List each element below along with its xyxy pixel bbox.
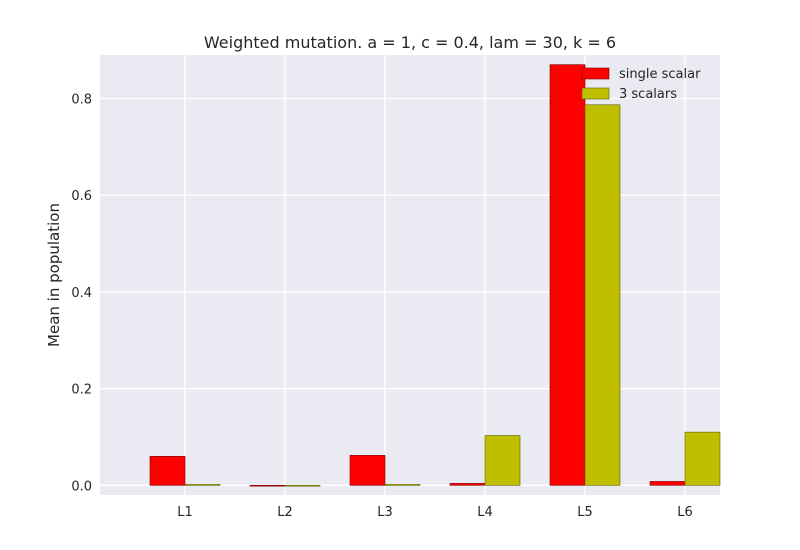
bar-3-scalars-l6 bbox=[684, 431, 721, 486]
bar-single-scalar-l4 bbox=[449, 483, 486, 486]
x-tick-labels: L1 L2 L3 L4 L5 L6 bbox=[177, 505, 693, 520]
x-tick-label-l1: L1 bbox=[177, 505, 193, 520]
y-axis-label: Mean in population bbox=[45, 203, 63, 347]
chart-title: Weighted mutation. a = 1, c = 0.4, lam =… bbox=[204, 33, 616, 52]
x-tick-label-l2: L2 bbox=[277, 505, 293, 520]
bar-3-scalars-l4 bbox=[484, 435, 521, 486]
bar-3-scalars-l5 bbox=[584, 104, 621, 486]
legend: single scalar 3 scalars bbox=[581, 67, 701, 102]
y-tick-label: 0.6 bbox=[71, 189, 92, 204]
bar-single-scalar-l6 bbox=[649, 481, 686, 486]
bar-3-scalars-l1 bbox=[184, 484, 221, 486]
legend-label-single-scalar: single scalar bbox=[619, 67, 701, 82]
bar-single-scalar-l5 bbox=[549, 64, 586, 486]
x-tick-label-l6: L6 bbox=[677, 505, 693, 520]
x-tick-label-l4: L4 bbox=[477, 505, 493, 520]
bar-single-scalar-l2 bbox=[249, 485, 286, 487]
bars bbox=[149, 64, 721, 487]
plot-area bbox=[100, 55, 720, 495]
bar-single-scalar-l3 bbox=[349, 455, 386, 486]
y-tick-label: 0.0 bbox=[71, 479, 92, 494]
y-tick-label: 0.2 bbox=[71, 383, 92, 398]
y-tick-label: 0.8 bbox=[71, 93, 92, 108]
legend-swatch-single-scalar bbox=[581, 67, 610, 80]
bar-single-scalar-l1 bbox=[149, 456, 186, 486]
legend-swatch-3-scalars bbox=[581, 87, 610, 100]
legend-label-3-scalars: 3 scalars bbox=[619, 87, 677, 102]
x-tick-label-l5: L5 bbox=[577, 505, 593, 520]
y-tick-labels: 0.0 0.2 0.4 0.6 0.8 bbox=[71, 93, 92, 495]
bar-3-scalars-l2 bbox=[284, 485, 321, 487]
x-tick-label-l3: L3 bbox=[377, 505, 393, 520]
bar-3-scalars-l3 bbox=[384, 484, 421, 486]
y-tick-label: 0.4 bbox=[71, 286, 92, 301]
